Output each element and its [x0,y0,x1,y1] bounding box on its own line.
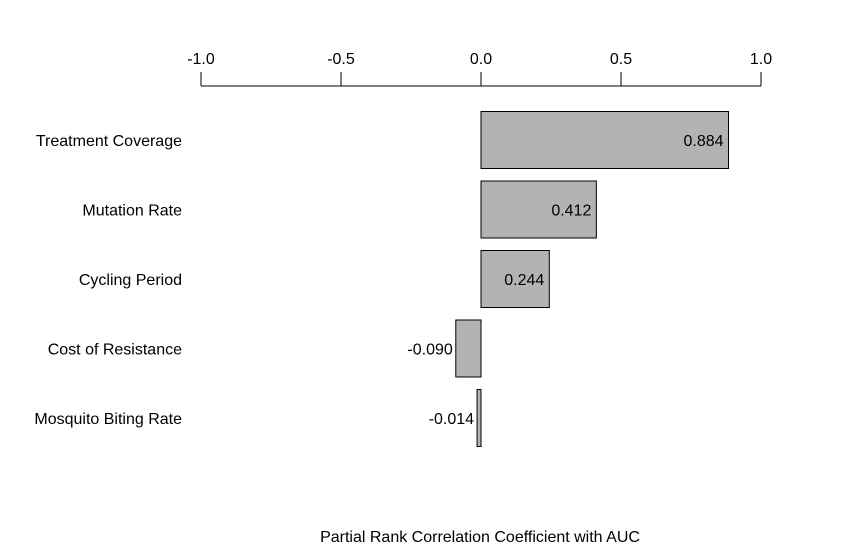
bars: 0.884 0.412 0.244 -0.090 -0.014 [407,111,730,447]
bar [455,319,482,378]
bar-value-label: 0.884 [683,133,723,150]
bar [480,111,730,169]
bar-value-label: 0.412 [551,203,591,220]
x-axis-title: Partial Rank Correlation Coefficient wit… [320,529,640,546]
category-label: Mosquito Biting Rate [34,411,182,428]
bar-value-label: -0.090 [407,342,452,359]
category-label: Cycling Period [79,272,182,289]
category-labels: Treatment Coverage Mutation Rate Cycling P… [34,133,182,428]
category-label: Treatment Coverage [36,133,182,150]
bar [476,389,482,447]
x-axis-top: -1.0 -0.5 0.0 0.5 1.0 [187,51,772,87]
bar [480,250,550,308]
x-tick-label: -0.5 [327,51,355,68]
x-tick-label: 0.0 [470,51,492,68]
x-tick-label: 1.0 [750,51,772,68]
x-tick-label: -1.0 [187,51,215,68]
category-label: Mutation Rate [82,203,182,220]
x-tick-label: 0.5 [610,51,632,68]
bar-value-label: 0.244 [504,272,544,289]
category-label: Cost of Resistance [48,342,182,359]
bar [480,180,597,239]
bar-value-label: -0.014 [429,411,474,428]
